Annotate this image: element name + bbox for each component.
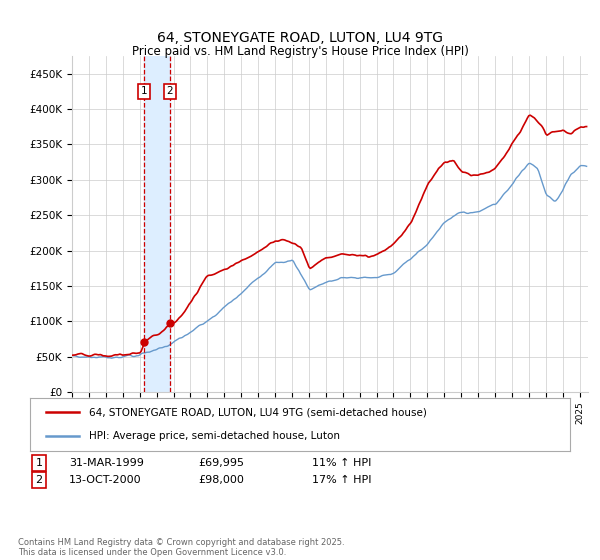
Text: 2: 2: [35, 475, 43, 485]
Text: 64, STONEYGATE ROAD, LUTON, LU4 9TG (semi-detached house): 64, STONEYGATE ROAD, LUTON, LU4 9TG (sem…: [89, 408, 427, 418]
Text: 1: 1: [35, 458, 43, 468]
Text: Price paid vs. HM Land Registry's House Price Index (HPI): Price paid vs. HM Land Registry's House …: [131, 45, 469, 58]
Text: £98,000: £98,000: [198, 475, 244, 485]
Text: 11% ↑ HPI: 11% ↑ HPI: [312, 458, 371, 468]
Text: 31-MAR-1999: 31-MAR-1999: [69, 458, 144, 468]
Bar: [144, 56, 170, 392]
Text: 64, STONEYGATE ROAD, LUTON, LU4 9TG: 64, STONEYGATE ROAD, LUTON, LU4 9TG: [157, 31, 443, 45]
Text: HPI: Average price, semi-detached house, Luton: HPI: Average price, semi-detached house,…: [89, 431, 340, 441]
Text: £69,995: £69,995: [198, 458, 244, 468]
Text: 17% ↑ HPI: 17% ↑ HPI: [312, 475, 371, 485]
Text: 1: 1: [140, 86, 147, 96]
Text: 2: 2: [167, 86, 173, 96]
Text: Contains HM Land Registry data © Crown copyright and database right 2025.
This d: Contains HM Land Registry data © Crown c…: [18, 538, 344, 557]
Text: 13-OCT-2000: 13-OCT-2000: [69, 475, 142, 485]
